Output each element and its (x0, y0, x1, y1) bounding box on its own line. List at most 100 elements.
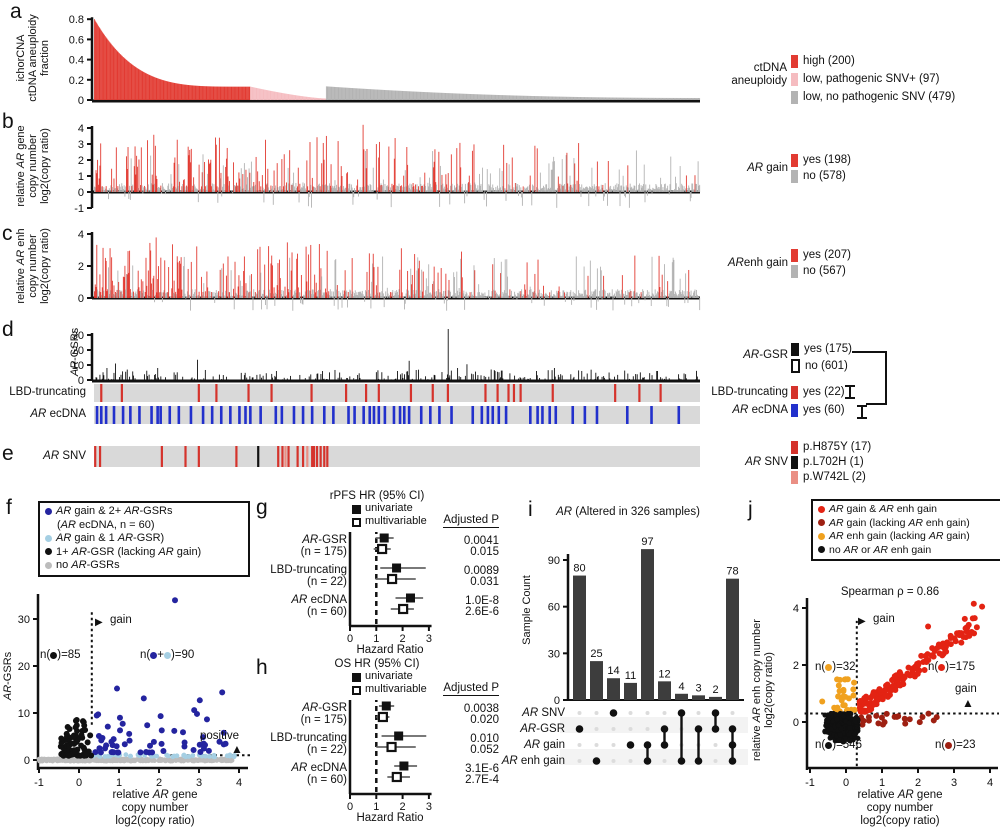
swatch-open (791, 359, 800, 373)
panel-i-letter: i (528, 498, 533, 521)
swatch (791, 403, 798, 417)
svg-text:1: 1 (78, 171, 84, 183)
panel-b-ylabel: relative AR gene copy number log2(copy r… (15, 111, 51, 221)
svg-text:3: 3 (196, 777, 202, 789)
panel-h-letter: h (256, 656, 268, 679)
panel-h-row3-label: AR ecDNA (n = 60) (291, 762, 347, 786)
panel-d-letter: d (2, 318, 14, 341)
panel-f-legend: AR gain & 2+ AR-GSRs (AR ecDNA, n = 60) … (38, 501, 250, 577)
legend-c-title: ARenh gain (727, 257, 788, 269)
legend-b-item-no: no (578) (791, 169, 846, 183)
panel-g-row1-p: 0.0041 0.015 (463, 535, 499, 558)
legend-d-ecdna-title: AR ecDNA (732, 404, 788, 416)
dot-navy (150, 651, 158, 659)
svg-text:3: 3 (426, 633, 432, 645)
gain-arrow-right-icon: ▶ (858, 616, 866, 627)
legend-e-title: AR SNV (745, 456, 788, 468)
panel-h-legend-uni: univariate (365, 670, 413, 682)
xlabel-line: relative AR gene (112, 789, 198, 801)
legend-label: AR gain & 1 AR-GSR) (56, 532, 165, 544)
dot-lightblue (163, 651, 171, 659)
legend-j-item4: no AR or AR enh gain (818, 544, 999, 558)
panel-i-title: AR (Altered in 326 samples) (556, 506, 700, 518)
legend-d-lbd-yes: yes (22) (791, 385, 845, 399)
univariate-swatch (352, 505, 361, 514)
legend-label: low, no pathogenic SNV (479) (803, 91, 956, 103)
panel-g-legend-multi: multivariable (365, 515, 427, 527)
svg-text:0: 0 (78, 95, 84, 107)
legend-a-item-low-nosnv: low, no pathogenic SNV (479) (791, 90, 955, 104)
swatch (791, 470, 798, 484)
svg-text:20: 20 (18, 661, 30, 673)
panel-e-chart (94, 446, 700, 467)
svg-text:0: 0 (843, 777, 849, 789)
legend-c-item-no: no (567) (791, 264, 846, 278)
panel-g-xlabel: Hazard Ratio (356, 644, 424, 656)
swatch (791, 169, 798, 183)
panel-g-row2-label: LBD-truncating (n = 22) (270, 564, 347, 588)
svg-text:3: 3 (951, 777, 957, 789)
legend-label: no (601) (805, 360, 848, 372)
svg-text:0: 0 (78, 293, 84, 305)
svg-text:4: 4 (678, 681, 684, 693)
ylabel-line: ichorCNA (15, 34, 27, 82)
panel-f-xlabel: relative AR gene copy number log2(copy r… (75, 789, 235, 828)
legend-f-item4: no AR-GSRs (45, 559, 243, 573)
legend-f-item1: AR gain & 2+ AR-GSRs (45, 505, 243, 519)
panel-g-adjusted-p: Adjusted P (443, 514, 499, 528)
panel-h-xlabel: Hazard Ratio (356, 812, 424, 824)
dot-black (818, 546, 825, 553)
panel-j-n-topright: n()=175 (928, 661, 975, 673)
panel-h-row3-p: 3.1E-6 2.7E-4 (465, 763, 499, 786)
panel-g-row1-label: AR-GSR (n = 175) (300, 534, 347, 558)
panel-h-title: OS HR (95% CI) (334, 658, 420, 670)
legend-label: AR gain & 2+ AR-GSRs (56, 505, 173, 517)
panel-c-ylabel: relative AR enh copy number log2(copy ra… (15, 211, 51, 321)
svg-text:1: 1 (373, 801, 379, 813)
svg-text:30: 30 (548, 648, 560, 660)
multivariable-swatch (352, 518, 361, 527)
panel-b-letter: b (2, 110, 14, 133)
panel-f-n-left: n()=85 (40, 649, 81, 661)
svg-text:10: 10 (18, 708, 30, 720)
upset-row-snv: AR SNV (522, 707, 565, 719)
svg-text:10: 10 (72, 360, 84, 372)
legend-j-item2: AR gain (lacking AR enh gain) (818, 517, 999, 531)
ann-text: )=85 (57, 649, 81, 661)
svg-text:0: 0 (554, 695, 560, 707)
ylabel-line: relative AR enh (15, 228, 27, 304)
dot-orange (825, 663, 833, 671)
svg-text:20: 20 (72, 345, 84, 357)
track-label-ecdna: AR ecDNA (30, 408, 86, 420)
legend-b-item-yes: yes (198) (791, 153, 851, 167)
dot-black (825, 741, 833, 749)
svg-text:60: 60 (548, 602, 560, 614)
legend-a-item-high: high (200) (791, 54, 855, 68)
svg-text:4: 4 (793, 603, 799, 615)
ylabel-line: copy number (27, 134, 39, 198)
panel-a-letter: a (10, 0, 22, 23)
xlabel-line: log2(copy ratio) (115, 815, 195, 827)
svg-text:1: 1 (373, 633, 379, 645)
dot-gray (45, 561, 52, 569)
legend-e-w742l: p.W742L (2) (791, 470, 866, 484)
dot-lightblue (45, 534, 52, 542)
legend-e-l702h: p.L702H (1) (791, 455, 864, 469)
svg-text:2: 2 (400, 633, 406, 645)
svg-text:-1: -1 (74, 203, 84, 215)
panel-e-letter: e (2, 442, 14, 465)
svg-text:97: 97 (641, 536, 653, 548)
swatch (791, 54, 798, 68)
legend-title-line: ctDNA (753, 62, 787, 74)
panel-j-n-bottomright: n()=23 (935, 739, 976, 751)
panel-j-chart: 0 2 4 -1 0 1 2 3 4 (793, 598, 999, 789)
svg-text:1: 1 (116, 777, 122, 789)
ylabel-line: copy number (27, 234, 39, 298)
legend-label: yes (198) (803, 154, 851, 166)
swatch (791, 153, 798, 167)
legend-j-item1: AR gain & AR enh gain (818, 503, 999, 517)
panel-j-n-bottomleft: n()=546 (815, 739, 862, 751)
panel-a-chart: 0 0.2 0.4 0.6 0.8 (69, 14, 701, 107)
legend-label: no (578) (803, 170, 846, 182)
